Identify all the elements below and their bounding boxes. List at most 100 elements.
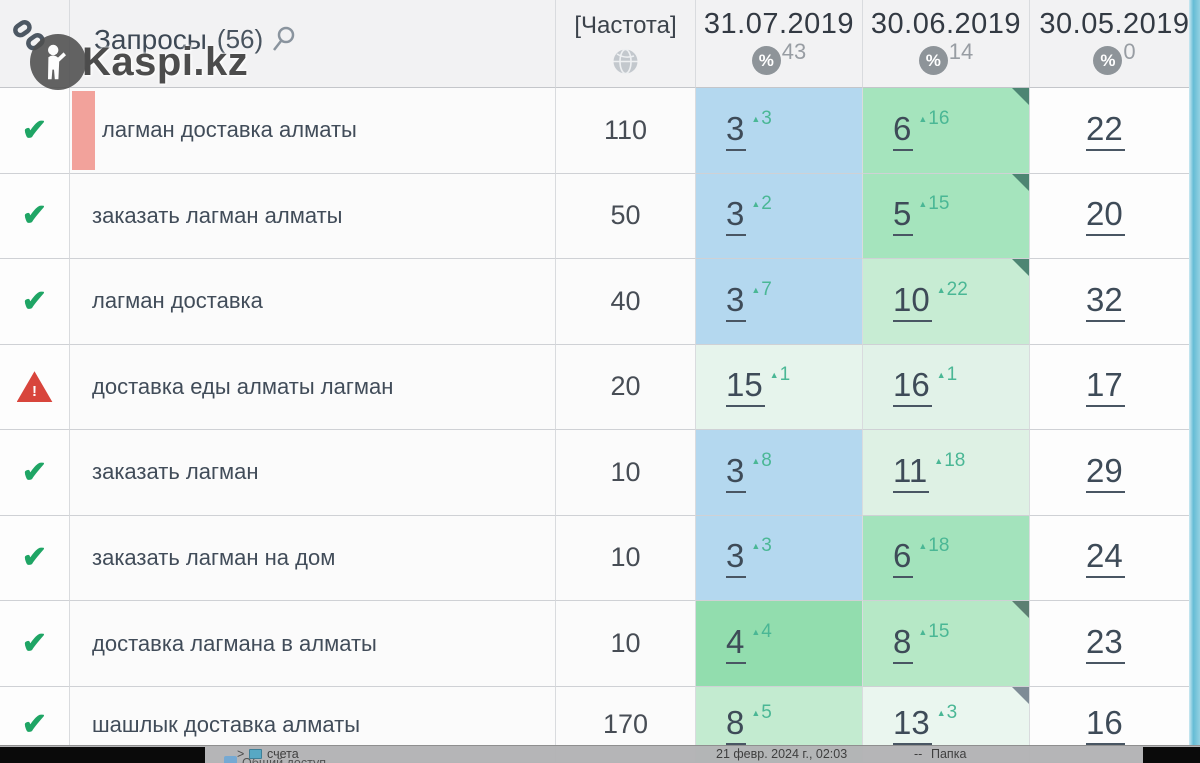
keyword-cell[interactable]: лагман доставка алматы [70, 88, 556, 174]
position-link[interactable]: 6 ▲ 16 [893, 108, 949, 151]
position-link[interactable]: 23 [1086, 623, 1125, 664]
position-cell: 6 ▲ 18 [863, 515, 1030, 601]
corner-flag-icon [1012, 88, 1029, 105]
position-cell: 3 ▲ 3 [696, 88, 863, 174]
keyword-text: доставка еды алматы лагман [92, 373, 394, 399]
up-arrow-icon: ▲ [936, 370, 946, 381]
up-arrow-icon: ▲ [918, 199, 928, 210]
position-link[interactable]: 3 ▲ 2 [726, 193, 772, 237]
position-cell: 23 [1030, 601, 1200, 687]
corner-flag-icon [1012, 601, 1029, 618]
position-link[interactable]: 11 ▲ 18 [893, 450, 965, 493]
frequency-cell: 10 [556, 515, 696, 601]
row-status[interactable]: ✔ [0, 515, 70, 601]
position-cell: 3 ▲ 8 [696, 430, 863, 516]
position-cell: 15 ▲ 1 [696, 344, 863, 430]
position-link[interactable]: 6 ▲ 18 [893, 535, 949, 579]
frequency-cell: 10 [556, 430, 696, 516]
folder-kind: Папка [931, 747, 967, 761]
position-cell: 6 ▲ 16 [863, 88, 1030, 174]
position-cell: 11 ▲ 18 [863, 430, 1030, 516]
shared-access-item: Общий доступ [224, 756, 326, 763]
frequency-cell: 110 [556, 88, 696, 174]
keyword-cell[interactable]: заказать лагман [70, 430, 556, 516]
header-queries[interactable]: Запросы (56) [70, 0, 556, 88]
position-link[interactable]: 3 ▲ 7 [726, 279, 772, 322]
up-arrow-icon: ▲ [936, 708, 946, 719]
keyword-cell[interactable]: заказать лагман на дом [70, 515, 556, 601]
position-cell: 8 ▲ 15 [863, 601, 1030, 687]
expand-chevron-icon[interactable]: > [237, 747, 245, 761]
corner-flag-icon [1012, 687, 1029, 704]
warning-icon: ! [16, 371, 53, 403]
folder-icon [249, 749, 262, 759]
bottom-right-black-patch [1143, 747, 1200, 763]
header-date-3[interactable]: 30.05.2019 % 0 [1030, 0, 1200, 88]
position-link[interactable]: 16 [1086, 704, 1125, 745]
row-marker [72, 91, 95, 170]
keyword-cell[interactable]: доставка лагмана в алматы [70, 601, 556, 687]
position-link[interactable]: 8 ▲ 5 [726, 702, 772, 745]
row-status[interactable]: ✔ [0, 173, 70, 259]
up-arrow-icon: ▲ [751, 708, 761, 719]
position-cell: 29 [1030, 430, 1200, 516]
vertical-scrollbar[interactable] [1189, 0, 1200, 745]
folder-size: -- [914, 747, 923, 761]
position-link[interactable]: 8 ▲ 15 [893, 621, 949, 664]
row-status[interactable]: ✔ [0, 430, 70, 516]
keyword-cell[interactable]: заказать лагман алматы [70, 173, 556, 259]
percent-badge-icon: % [918, 46, 948, 75]
keyword-text: шашлык доставка алматы [92, 711, 361, 737]
percent-badge-icon: % [1093, 46, 1123, 75]
position-link[interactable]: 20 [1086, 195, 1125, 237]
position-cell: 22 [1030, 88, 1200, 174]
shared-access-label: Общий доступ [242, 756, 326, 763]
position-link[interactable]: 10 ▲ 22 [893, 279, 968, 322]
up-arrow-icon: ▲ [769, 370, 779, 381]
row-status[interactable]: ✔ [0, 88, 70, 174]
header-date-2[interactable]: 30.06.2019 % 14 [863, 0, 1030, 88]
position-cell: 32 [1030, 259, 1200, 345]
background-file-manager-bar: Общий доступ > счета 21 февр. 2024 г., 0… [0, 745, 1200, 763]
position-link[interactable]: 13 ▲ 3 [893, 702, 957, 745]
check-icon: ✔ [21, 199, 48, 233]
row-status[interactable]: ✔ [0, 259, 70, 345]
row-status[interactable]: ✔ [0, 601, 70, 687]
position-link[interactable]: 22 [1086, 110, 1125, 151]
keyword-cell[interactable]: доставка еды алматы лагман [70, 344, 556, 430]
position-cell: 3 ▲ 7 [696, 259, 863, 345]
up-arrow-icon: ▲ [751, 284, 761, 295]
position-cell: 5 ▲ 15 [863, 173, 1030, 259]
position-link[interactable]: 3 ▲ 3 [726, 535, 772, 579]
header-frequency[interactable]: [Частота] [556, 0, 696, 88]
folder-name[interactable]: счета [267, 747, 299, 761]
folder-modified-date: 21 февр. 2024 г., 02:03 [716, 747, 848, 761]
position-link[interactable]: 15 ▲ 1 [726, 364, 790, 408]
corner-flag-icon [1012, 173, 1029, 191]
position-link[interactable]: 5 ▲ 15 [893, 193, 949, 237]
keyword-text: доставка лагмана в алматы [92, 630, 377, 656]
percent-value: 14 [948, 39, 974, 64]
kaspi-watermark: Kaspi.kz [30, 34, 248, 90]
position-link[interactable]: 24 [1086, 537, 1125, 579]
position-link[interactable]: 17 [1086, 366, 1125, 408]
position-cell: 16 ▲ 1 [863, 344, 1030, 430]
row-status[interactable]: ! [0, 344, 70, 430]
frequency-label: [Частота] [574, 12, 677, 39]
search-icon[interactable] [271, 26, 296, 53]
percent-value: 0 [1123, 39, 1136, 64]
position-cell: 24 [1030, 515, 1200, 601]
up-arrow-icon: ▲ [936, 284, 946, 295]
position-link[interactable]: 29 [1086, 452, 1125, 493]
position-link[interactable]: 3 ▲ 8 [726, 450, 772, 493]
header-date-1[interactable]: 31.07.2019 % 43 [696, 0, 863, 88]
position-link[interactable]: 32 [1086, 281, 1125, 322]
position-cell: 17 [1030, 344, 1200, 430]
position-link[interactable]: 4 ▲ 4 [726, 621, 772, 664]
position-cell: 4 ▲ 4 [696, 601, 863, 687]
position-link[interactable]: 16 ▲ 1 [893, 364, 957, 408]
keyword-cell[interactable]: лагман доставка [70, 259, 556, 345]
position-link[interactable]: 3 ▲ 3 [726, 108, 772, 151]
check-icon: ✔ [21, 627, 48, 660]
